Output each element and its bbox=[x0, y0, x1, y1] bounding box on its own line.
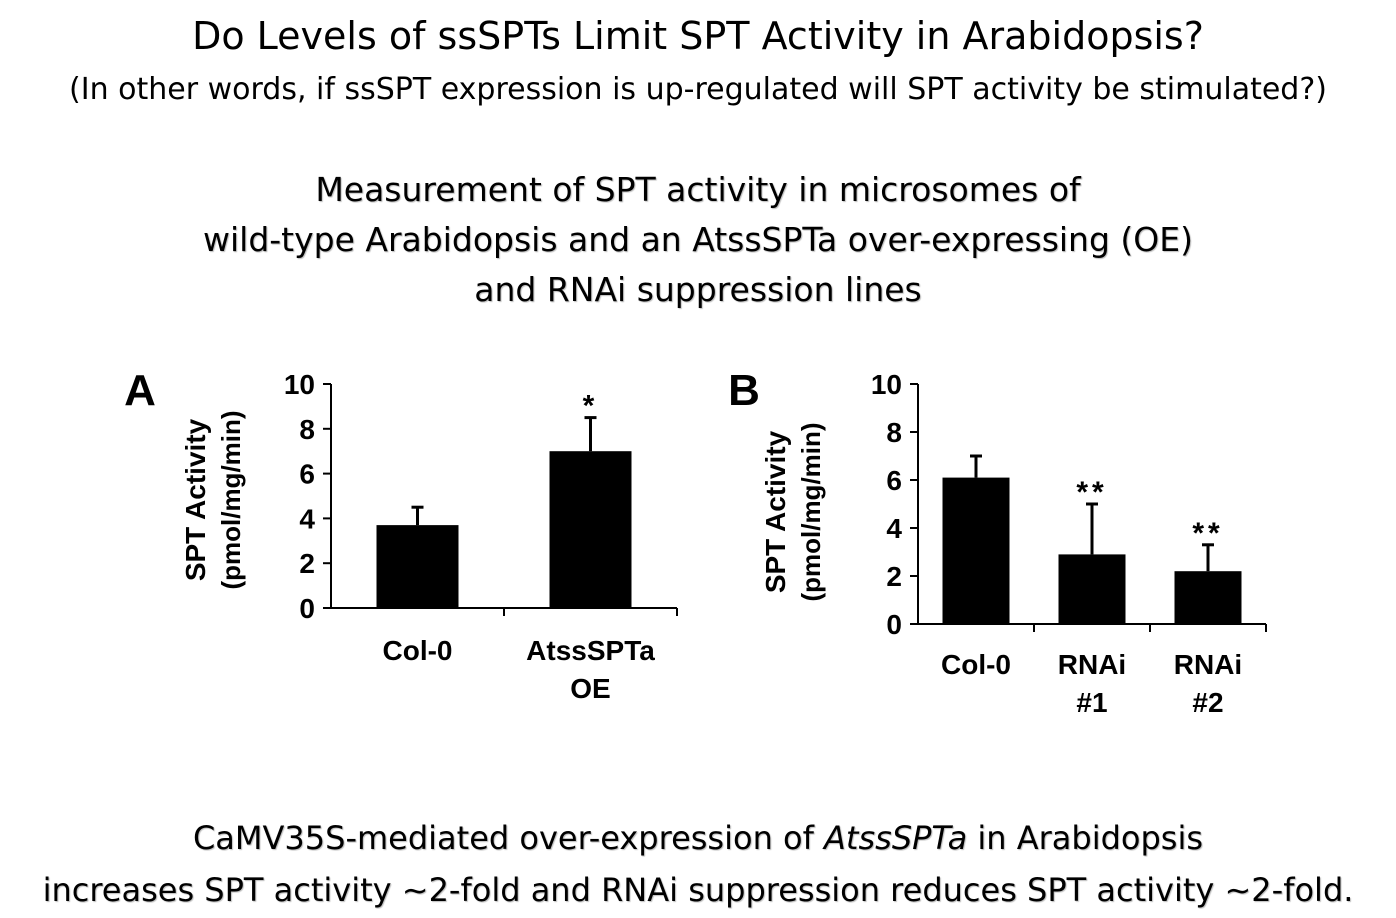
panel-b-significance-marker-2: ** bbox=[1076, 476, 1107, 509]
panel-a-significance-marker-2: * bbox=[583, 390, 599, 423]
panel-a-y-axis-units: (pmol/mg/min) bbox=[216, 410, 246, 589]
slide-caption: CaMV35S-mediated over-expression of Atss… bbox=[0, 812, 1396, 916]
panel-a-category-label-2: AtssSPTa bbox=[526, 635, 655, 666]
panel-a-bar-2 bbox=[549, 451, 632, 608]
slide-title: Do Levels of ssSPTs Limit SPT Activity i… bbox=[192, 14, 1204, 58]
panel-b-y-axis-label: SPT Activity bbox=[760, 430, 791, 593]
panel-b-y-axis-units: (pmol/mg/min) bbox=[796, 422, 826, 601]
caption-line-1-post: in Arabidopsis bbox=[967, 819, 1204, 857]
panel-a-y-tick-label: 4 bbox=[299, 503, 315, 534]
panel-b-significance-marker-3: ** bbox=[1192, 517, 1223, 550]
panel-a-category-label-2: OE bbox=[570, 673, 610, 704]
caption-line-1-pre: CaMV35S-mediated over-expression of bbox=[192, 819, 825, 857]
panel-b-category-label-2: RNAi bbox=[1058, 649, 1126, 680]
chart-heading: Measurement of SPT activity in microsome… bbox=[0, 165, 1396, 315]
panel-b-category-label-1: Col-0 bbox=[941, 649, 1011, 680]
slide-subtitle: (In other words, if ssSPT expression is … bbox=[69, 72, 1327, 107]
caption-gene-name: AtssSPTa bbox=[824, 819, 968, 857]
heading-line-2: wild-type Arabidopsis and an AtssSPTa ov… bbox=[203, 220, 1193, 259]
panel-a-bar-1 bbox=[376, 525, 459, 608]
panel-a-y-tick-label: 8 bbox=[299, 414, 315, 445]
caption-line-1: CaMV35S-mediated over-expression of Atss… bbox=[0, 812, 1396, 864]
caption-line-2: increases SPT activity ~2-fold and RNAi … bbox=[42, 871, 1354, 909]
panel-a-label: A bbox=[124, 366, 156, 415]
panel-b-bar-1 bbox=[942, 477, 1010, 624]
panel-b-category-label-3: #2 bbox=[1192, 687, 1223, 718]
panel-b-category-label-2: #1 bbox=[1076, 687, 1107, 718]
panel-b-y-tick-label: 8 bbox=[886, 417, 902, 448]
panel-b-y-tick-label: 2 bbox=[886, 561, 902, 592]
panel-b-y-tick-label: 10 bbox=[871, 369, 902, 400]
panel-b-y-tick-label: 4 bbox=[886, 513, 902, 544]
panel-b-label: B bbox=[728, 366, 760, 415]
panel-a-y-tick-label: 2 bbox=[299, 548, 315, 579]
heading-line-3: and RNAi suppression lines bbox=[474, 270, 922, 309]
panel-a-y-axis-label: SPT Activity bbox=[180, 418, 211, 581]
panel-a-category-label-1: Col-0 bbox=[383, 635, 453, 666]
panel-a-y-tick-label: 10 bbox=[284, 369, 315, 400]
panel-b-category-label-3: RNAi bbox=[1174, 649, 1242, 680]
panel-a-y-tick-label: 6 bbox=[299, 459, 315, 490]
panel-b-bar-2 bbox=[1058, 554, 1126, 624]
panel-a-y-tick-label: 0 bbox=[299, 593, 315, 624]
panel-b-y-tick-label: 6 bbox=[886, 465, 902, 496]
panel-b-bar-3 bbox=[1174, 571, 1242, 624]
panel-b-y-tick-label: 0 bbox=[886, 609, 902, 640]
heading-line-1: Measurement of SPT activity in microsome… bbox=[315, 170, 1081, 209]
